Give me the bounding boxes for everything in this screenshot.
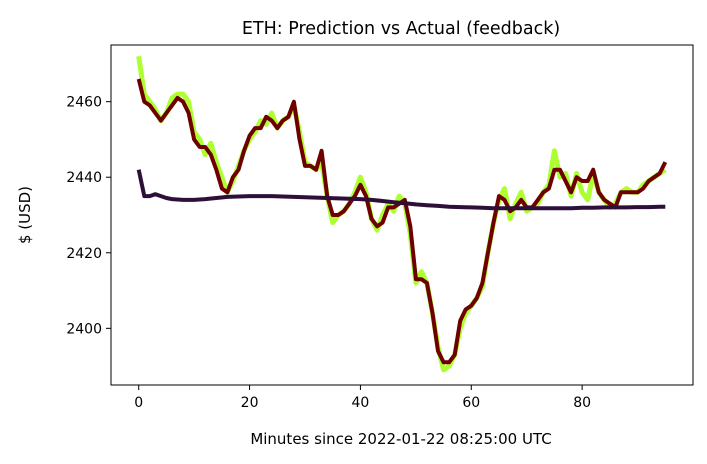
chart-title: ETH: Prediction vs Actual (feedback): [242, 19, 560, 39]
y-axis-label: $ (USD): [16, 186, 34, 244]
x-tick-label: 80: [573, 395, 591, 411]
series-line-1: [136, 55, 667, 373]
x-axis-ticks: 0 20 40 60 80: [134, 385, 591, 411]
y-axis-ticks: 2400 2420 2440 2460: [66, 95, 111, 337]
x-axis-label: Minutes since 2022-01-22 08:25:00 UTC: [250, 430, 551, 448]
y-tick-label: 2400: [66, 321, 102, 337]
x-tick-label: 0: [134, 395, 143, 411]
y-tick-label: 2440: [66, 170, 102, 186]
x-tick-label: 60: [462, 395, 480, 411]
plot-frame: [110, 44, 694, 386]
x-tick-label: 20: [241, 395, 259, 411]
plot-lines: [136, 55, 668, 373]
y-tick-label: 2460: [66, 95, 102, 111]
series-line-3: [136, 169, 666, 211]
x-tick-label: 40: [352, 395, 370, 411]
y-tick-label: 2420: [66, 246, 102, 262]
series-line-2: [136, 78, 668, 365]
